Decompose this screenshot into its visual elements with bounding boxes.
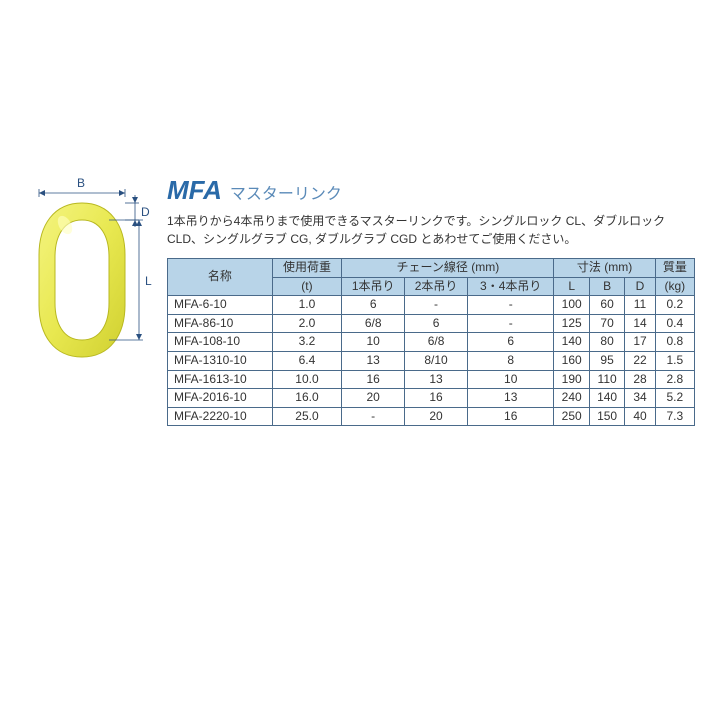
cell-b: 95	[589, 351, 624, 370]
cell-load: 10.0	[272, 370, 342, 389]
cell-chain2: 6	[405, 314, 468, 333]
cell-b: 140	[589, 389, 624, 408]
cell-name: MFA-2016-10	[168, 389, 273, 408]
col-b: B	[589, 277, 624, 296]
cell-chain1: 20	[342, 389, 405, 408]
cell-chain34: 6	[467, 333, 554, 352]
cell-l: 240	[554, 389, 589, 408]
table-body: MFA-6-101.06--10060110.2MFA-86-102.06/86…	[168, 296, 695, 426]
cell-chain2: 20	[405, 407, 468, 426]
dim-label-b: B	[77, 176, 85, 190]
col-chain1: 1本吊り	[342, 277, 405, 296]
cell-b: 60	[589, 296, 624, 315]
cell-mass: 2.8	[655, 370, 694, 389]
cell-l: 100	[554, 296, 589, 315]
cell-chain1: 10	[342, 333, 405, 352]
col-mass-unit: (kg)	[655, 277, 694, 296]
table-row: MFA-2220-1025.0-2016250150407.3	[168, 407, 695, 426]
cell-mass: 5.2	[655, 389, 694, 408]
col-l: L	[554, 277, 589, 296]
cell-chain34: 16	[467, 407, 554, 426]
cell-l: 250	[554, 407, 589, 426]
table-row: MFA-1613-1010.0161310190110282.8	[168, 370, 695, 389]
cell-d: 22	[625, 351, 655, 370]
product-description: 1本吊りから4本吊りまで使用できるマスターリンクです。シングルロック CL、ダブ…	[167, 212, 695, 248]
col-chain34: 3・4本吊り	[467, 277, 554, 296]
cell-b: 110	[589, 370, 624, 389]
cell-mass: 7.3	[655, 407, 694, 426]
col-d: D	[625, 277, 655, 296]
section-title: MFA マスターリンク	[167, 175, 695, 206]
cell-chain1: 13	[342, 351, 405, 370]
cell-chain34: -	[467, 314, 554, 333]
cell-mass: 0.2	[655, 296, 694, 315]
table-row: MFA-108-103.2106/8614080170.8	[168, 333, 695, 352]
cell-name: MFA-108-10	[168, 333, 273, 352]
cell-chain34: 8	[467, 351, 554, 370]
product-label: マスターリンク	[230, 180, 342, 204]
cell-b: 150	[589, 407, 624, 426]
cell-l: 190	[554, 370, 589, 389]
cell-d: 34	[625, 389, 655, 408]
cell-chain34: -	[467, 296, 554, 315]
dim-label-l: L	[145, 274, 152, 288]
cell-load: 16.0	[272, 389, 342, 408]
cell-mass: 0.8	[655, 333, 694, 352]
cell-load: 6.4	[272, 351, 342, 370]
cell-load: 25.0	[272, 407, 342, 426]
cell-mass: 1.5	[655, 351, 694, 370]
cell-chain2: 16	[405, 389, 468, 408]
col-mass: 質量	[655, 259, 694, 278]
cell-load: 3.2	[272, 333, 342, 352]
cell-d: 11	[625, 296, 655, 315]
cell-d: 14	[625, 314, 655, 333]
cell-chain1: 6	[342, 296, 405, 315]
cell-b: 70	[589, 314, 624, 333]
cell-chain2: -	[405, 296, 468, 315]
cell-chain1: 16	[342, 370, 405, 389]
col-load-unit: (t)	[272, 277, 342, 296]
cell-chain2: 13	[405, 370, 468, 389]
cell-chain34: 13	[467, 389, 554, 408]
cell-l: 125	[554, 314, 589, 333]
table-row: MFA-86-102.06/86-12570140.4	[168, 314, 695, 333]
cell-d: 17	[625, 333, 655, 352]
cell-chain2: 8/10	[405, 351, 468, 370]
table-row: MFA-6-101.06--10060110.2	[168, 296, 695, 315]
table-row: MFA-1310-106.4138/10816095221.5	[168, 351, 695, 370]
masterlink-svg: B D L	[15, 175, 155, 375]
col-load: 使用荷重	[272, 259, 342, 278]
col-chain-group: チェーン線径 (mm)	[342, 259, 554, 278]
cell-l: 160	[554, 351, 589, 370]
table-row: MFA-2016-1016.0201613240140345.2	[168, 389, 695, 408]
col-name: 名称	[168, 259, 273, 296]
cell-name: MFA-86-10	[168, 314, 273, 333]
cell-chain2: 6/8	[405, 333, 468, 352]
cell-name: MFA-2220-10	[168, 407, 273, 426]
cell-l: 140	[554, 333, 589, 352]
product-code: MFA	[167, 175, 222, 206]
dim-label-d: D	[141, 205, 150, 219]
spec-table: 名称 使用荷重 チェーン線径 (mm) 寸法 (mm) 質量 (t) 1本吊り …	[167, 258, 695, 426]
col-chain2: 2本吊り	[405, 277, 468, 296]
cell-chain34: 10	[467, 370, 554, 389]
col-dim-group: 寸法 (mm)	[554, 259, 655, 278]
cell-name: MFA-6-10	[168, 296, 273, 315]
cell-d: 28	[625, 370, 655, 389]
cell-name: MFA-1310-10	[168, 351, 273, 370]
cell-mass: 0.4	[655, 314, 694, 333]
cell-chain1: -	[342, 407, 405, 426]
cell-load: 2.0	[272, 314, 342, 333]
cell-load: 1.0	[272, 296, 342, 315]
cell-d: 40	[625, 407, 655, 426]
dimension-diagram: B D L	[15, 175, 155, 426]
cell-b: 80	[589, 333, 624, 352]
cell-name: MFA-1613-10	[168, 370, 273, 389]
cell-chain1: 6/8	[342, 314, 405, 333]
